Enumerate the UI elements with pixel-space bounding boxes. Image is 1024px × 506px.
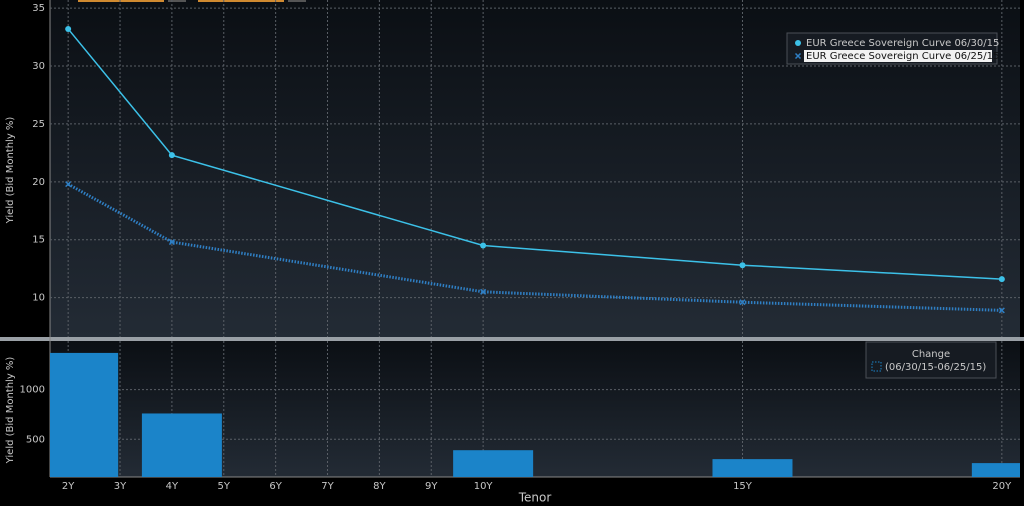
y-tick-label: 35	[32, 3, 45, 14]
x-tick-label: 2Y	[62, 481, 75, 492]
legend-label: EUR Greece Sovereign Curve 06/25/15	[806, 51, 999, 62]
marker	[998, 276, 1005, 283]
legend-highlight	[804, 50, 992, 62]
x-tick-label: 10Y	[474, 481, 494, 492]
bar	[453, 450, 534, 477]
bar	[971, 463, 1020, 477]
x-tick-label: 4Y	[166, 481, 179, 492]
line	[67, 182, 1002, 312]
y-tick-label: 500	[26, 434, 45, 445]
bar	[141, 413, 222, 477]
marker	[168, 239, 175, 246]
legend-marker	[795, 40, 801, 46]
tab[interactable]	[288, 0, 306, 2]
marker	[65, 25, 72, 32]
marker	[480, 288, 487, 295]
tab[interactable]	[78, 0, 164, 2]
legend-label: EUR Greece Sovereign Curve 06/30/15	[806, 38, 999, 49]
x-tick-label: 3Y	[114, 481, 127, 492]
bar	[712, 459, 793, 477]
x-tick-label: 6Y	[269, 481, 282, 492]
marker	[998, 307, 1005, 314]
legend-title: Change	[912, 349, 950, 360]
y-tick-label: 25	[32, 119, 45, 130]
y-tick-label: 20	[32, 177, 45, 188]
x-tick-label: 8Y	[373, 481, 386, 492]
y-axis-label: Yield (Bid Monthly %)	[5, 357, 16, 465]
marker	[739, 299, 746, 306]
legend	[865, 341, 997, 379]
y-tick-label: 15	[32, 235, 45, 246]
panel-divider	[0, 337, 1024, 341]
legend-marker	[871, 361, 882, 372]
x-tick-label: 7Y	[321, 481, 334, 492]
marker	[168, 152, 175, 159]
legend-label: (06/30/15-06/25/15)	[885, 362, 986, 373]
y-tick-label: 30	[32, 61, 45, 72]
marker	[480, 242, 487, 249]
y-tick-label: 10	[32, 293, 45, 304]
x-tick-label: 20Y	[992, 481, 1012, 492]
bar	[50, 352, 119, 477]
y-axis-label: Yield (Bid Monthly %)	[5, 117, 16, 225]
x-tick-label: 9Y	[425, 481, 438, 492]
marker	[65, 181, 72, 188]
x-tick-label: 5Y	[218, 481, 231, 492]
legend-marker	[794, 52, 802, 60]
y-tick-label: 1000	[20, 385, 45, 396]
tab[interactable]	[168, 0, 186, 2]
x-tick-label: 15Y	[733, 481, 753, 492]
tab[interactable]	[198, 0, 284, 2]
marker	[739, 262, 746, 269]
x-axis-label: Tenor	[518, 491, 552, 505]
